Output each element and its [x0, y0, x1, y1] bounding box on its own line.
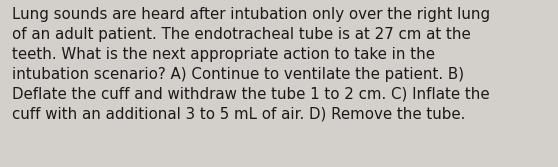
Text: Lung sounds are heard after intubation only over the right lung
of an adult pati: Lung sounds are heard after intubation o…	[12, 7, 490, 122]
